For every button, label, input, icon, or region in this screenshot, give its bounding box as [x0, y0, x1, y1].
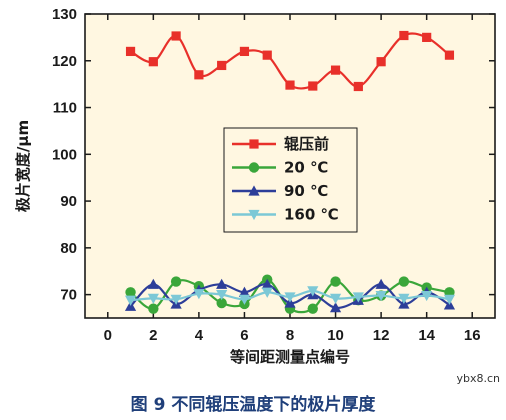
series-group — [124, 30, 456, 314]
legend-marker — [248, 185, 260, 196]
x-tick-label: 2 — [149, 327, 157, 344]
data-point — [375, 278, 387, 289]
data-point — [147, 293, 159, 304]
x-tick-label: 6 — [240, 327, 248, 344]
data-point — [170, 276, 182, 287]
data-point — [398, 293, 410, 304]
legend-label: 辊压前 — [284, 135, 329, 153]
x-tick-label: 4 — [195, 327, 204, 344]
watermark: ybx8.cn — [456, 372, 500, 385]
data-point — [239, 46, 250, 57]
series-square — [125, 30, 455, 92]
data-point — [329, 302, 342, 313]
series-circle — [125, 274, 455, 314]
data-point — [329, 293, 342, 304]
data-point — [284, 292, 296, 303]
y-tick-label: 90 — [60, 193, 77, 210]
data-point — [443, 294, 456, 305]
series-triangle-down — [124, 286, 456, 306]
data-point — [238, 286, 251, 297]
data-point — [193, 289, 205, 300]
y-tick-label: 120 — [52, 53, 77, 70]
data-point — [398, 276, 410, 287]
data-point — [376, 57, 386, 67]
x-axis-label: 等间距测量点编号 — [230, 348, 350, 366]
x-tick-label: 12 — [373, 327, 390, 344]
data-point — [148, 57, 158, 67]
data-point — [307, 303, 318, 314]
x-tick-label: 10 — [327, 327, 344, 344]
y-axis-label: 极片宽度/μm — [14, 120, 32, 212]
legend-marker — [248, 209, 260, 221]
data-point — [147, 278, 159, 289]
x-tick-label: 0 — [104, 327, 112, 344]
data-point — [217, 60, 227, 71]
data-point — [375, 290, 387, 302]
data-point — [238, 294, 251, 305]
y-tick-label: 100 — [52, 146, 77, 163]
data-point — [261, 278, 273, 289]
y-tick-label: 80 — [60, 240, 77, 257]
data-point — [261, 287, 273, 298]
data-point — [422, 32, 432, 42]
data-point — [285, 80, 295, 90]
figure-caption: 图 9 不同辊压温度下的极片厚度 — [130, 395, 376, 415]
data-point — [308, 81, 318, 91]
legend-label: 160 ℃ — [284, 206, 339, 224]
data-point — [216, 297, 227, 309]
data-point — [353, 81, 363, 92]
data-point — [352, 292, 364, 303]
data-point — [216, 290, 228, 301]
y-tick-label: 130 — [52, 6, 77, 23]
data-point — [124, 295, 137, 306]
data-point — [194, 70, 204, 80]
data-point — [170, 294, 182, 305]
data-point — [330, 276, 341, 287]
y-tick-label: 110 — [53, 100, 77, 117]
data-point — [444, 50, 455, 60]
data-point — [148, 303, 159, 314]
data-point — [307, 286, 319, 297]
legend-marker — [249, 139, 259, 149]
y-tick-label: 70 — [60, 287, 77, 304]
x-tick-label: 14 — [418, 327, 435, 344]
data-point — [171, 31, 181, 41]
data-point — [399, 30, 409, 41]
data-point — [125, 46, 136, 57]
legend: 辊压前 20 ℃ 90 ℃ 160 ℃ — [223, 127, 358, 233]
axes: 70 80 90 100 110 120 130 0 2 4 6 8 10 12 14 16 — [52, 6, 495, 344]
x-tick-label: 16 — [464, 327, 481, 344]
x-tick-label: 8 — [286, 327, 294, 344]
data-point — [125, 287, 136, 298]
legend-label: 90 ℃ — [284, 182, 328, 200]
legend-label: 20 ℃ — [284, 159, 328, 177]
data-point — [262, 50, 272, 60]
data-point — [421, 290, 433, 302]
legend-marker — [248, 162, 260, 173]
data-point — [216, 278, 228, 289]
data-point — [330, 65, 341, 75]
